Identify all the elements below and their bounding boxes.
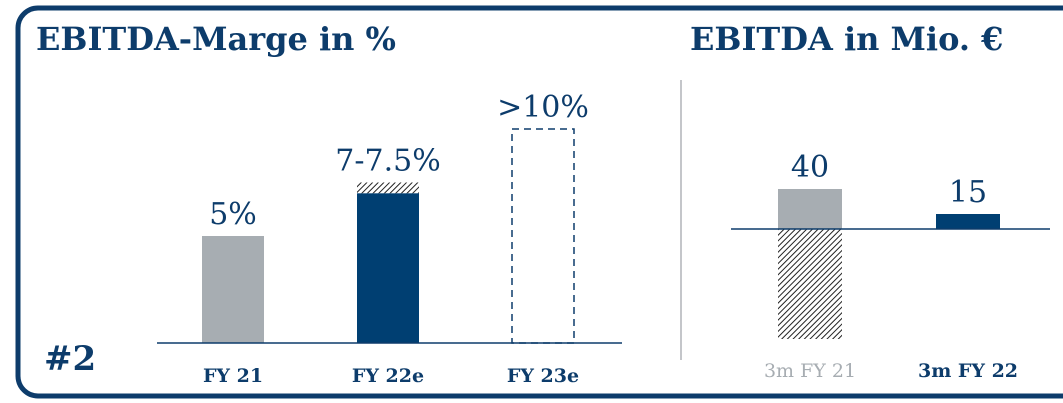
- bar: [357, 193, 419, 343]
- value-label: 7-7.5%: [335, 144, 440, 179]
- value-label: 40: [791, 150, 829, 185]
- value-label: 15: [949, 175, 987, 210]
- frame: [15, 5, 1063, 399]
- chart-title: EBITDA-Marge in %: [36, 20, 396, 58]
- category-label: FY 23e: [507, 365, 579, 387]
- value-label: 5%: [209, 197, 257, 232]
- bar: [511, 128, 575, 344]
- category-label: FY 22e: [352, 365, 424, 387]
- value-label: >10%: [497, 90, 589, 125]
- badge: #2: [44, 339, 96, 379]
- category-label: 3m FY 22: [918, 360, 1018, 382]
- range-segment: [357, 182, 419, 194]
- chart-title: EBITDA in Mio. €: [690, 20, 1003, 58]
- category-label: 3m FY 21: [764, 360, 856, 382]
- category-label: FY 21: [203, 365, 263, 387]
- negative-bar: [778, 229, 842, 339]
- bar: [936, 214, 1000, 229]
- bar: [202, 236, 264, 343]
- bar: [778, 189, 842, 229]
